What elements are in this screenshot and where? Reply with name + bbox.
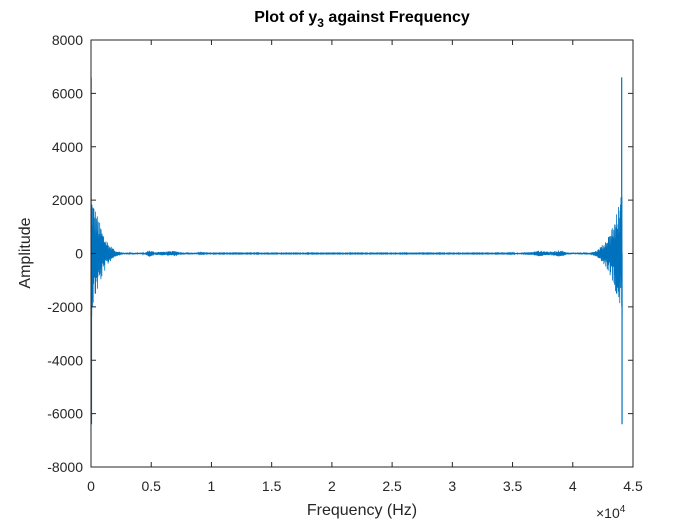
y-tick-label: 2000 (52, 192, 83, 208)
y-tick-label: -2000 (47, 299, 83, 315)
y-tick-label: 4000 (52, 139, 83, 155)
x-tick-label: 4.5 (623, 478, 643, 494)
x-axis-exponent-power: 4 (620, 504, 626, 515)
x-axis-exponent: ×104 (596, 504, 626, 521)
y-axis: -8000 -6000 -4000 -2000 0 2000 4000 6000 8000 (47, 32, 633, 475)
x-axis: 0 0.5 1 1.5 2 2.5 3 3.5 4 4.5 (87, 40, 643, 494)
y-tick-label: -4000 (47, 352, 83, 368)
y-tick-label: -8000 (47, 459, 83, 475)
y-tick-label: 6000 (52, 85, 83, 101)
x-axis-label: Frequency (Hz) (307, 502, 417, 519)
x-tick-label: 3.5 (503, 478, 523, 494)
series-trace (91, 196, 623, 318)
x-tick-label: 2 (328, 478, 336, 494)
chart-title-suffix: against Frequency (324, 9, 470, 26)
x-axis-exponent-base: ×10 (596, 505, 620, 521)
y-tick-label: 8000 (52, 32, 83, 48)
chart-title-subscript: 3 (317, 16, 324, 30)
x-tick-label: 1.5 (262, 478, 282, 494)
y-axis-label: Amplitude (17, 217, 34, 288)
x-tick-label: 3 (448, 478, 456, 494)
x-tick-label: 1 (208, 478, 216, 494)
x-tick-label: 0 (87, 478, 95, 494)
chart-title: Plot of y3 against Frequency (254, 9, 470, 30)
y-tick-label: -6000 (47, 406, 83, 422)
y-tick-label: 0 (75, 246, 83, 262)
chart-title-prefix: Plot of y (254, 9, 317, 26)
x-tick-label: 0.5 (141, 478, 161, 494)
x-tick-label: 4 (569, 478, 577, 494)
x-tick-label: 2.5 (382, 478, 402, 494)
